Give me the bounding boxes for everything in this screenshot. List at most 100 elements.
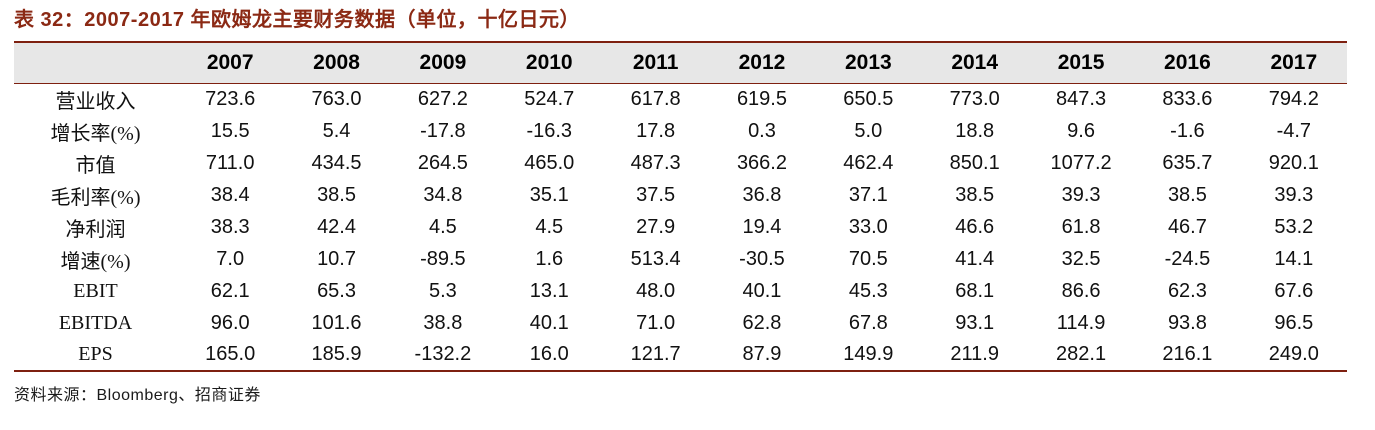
table-cell: 46.7 [1167,215,1207,238]
table-cell: 39.3 [1061,183,1101,206]
table-cell: 1.6 [535,247,564,270]
table-cell: 524.7 [524,87,575,110]
table-title: 表 32：2007-2017 年欧姆龙主要财务数据（单位，十亿日元） [14,9,581,31]
table-cell: 114.9 [1056,311,1106,334]
table-cell: 36.8 [742,183,782,206]
table-cell: 62.1 [210,279,250,302]
table-cell: 165.0 [205,343,256,365]
table-cell: 13.1 [529,279,569,302]
row-label: EPS [78,343,113,365]
row-label: 增速(%) [60,250,131,273]
table-cell: 16.0 [529,343,569,365]
table-cell: 1077.2 [1050,151,1112,174]
table-cell: 5.4 [322,119,351,142]
table-cell: 18.8 [955,119,995,142]
year-header-cell: 2008 [283,42,390,84]
table-cell: -16.3 [526,119,573,142]
table-cell: 5.0 [854,119,883,142]
table-cell: 93.8 [1167,311,1207,334]
table-cell: -4.7 [1276,119,1312,142]
table-row: 市值 711.0 434.5 264.5 465.0 487.3 366.2 462.4 850… [14,147,1347,179]
table-cell: 833.6 [1162,87,1213,110]
table-cell: 10.7 [317,247,356,270]
table-cell: 619.5 [736,87,787,110]
table-cell: 264.5 [417,151,468,174]
table-cell: -17.8 [420,119,466,142]
table-row: 增长率(%) 15.5 5.4 -17.8 -16.3 17.8 0.3 5.0 18.8 9.6… [14,115,1347,147]
table-cell: 93.1 [955,311,995,334]
table-cell: 617.8 [630,87,681,110]
table-cell: 96.5 [1274,311,1314,334]
table-cell: 763.0 [311,87,362,110]
table-row: 营业收入 723.6 763.0 627.2 524.7 617.8 619.5 650.5 7… [14,83,1347,115]
table-cell: 46.6 [955,215,995,238]
table-cell: 627.2 [417,87,468,110]
table-cell: 38.4 [210,183,250,206]
table-cell: 19.4 [742,215,782,238]
table-cell: 513.4 [630,247,681,270]
table-cell: 87.9 [742,343,782,365]
table-cell: 794.2 [1268,87,1319,110]
table-cell: 35.1 [529,183,569,206]
year-header-cell: 2007 [177,42,284,84]
table-cell: 0.3 [748,119,776,142]
table-cell: 65.3 [317,279,356,302]
table-cell: 723.6 [205,87,256,110]
table-cell: 40.1 [742,279,782,302]
row-label: 毛利率(%) [50,186,141,209]
table-cell: -89.5 [420,247,466,270]
table-cell: 9.6 [1067,119,1095,142]
table-section: 表 32：2007-2017 年欧姆龙主要财务数据（单位，十亿日元） 2007 2… [14,9,1347,404]
table-cell: 38.3 [210,215,250,238]
table-cell: 32.5 [1061,247,1101,270]
table-cell: 71.0 [636,311,676,334]
table-cell: 67.8 [848,311,888,334]
source-note: 资料来源：Bloomberg、招商证券 [14,387,261,404]
table-cell: 850.1 [949,151,1000,174]
table-row: EBITDA 96.0 101.6 38.8 40.1 71.0 62.8 67.8 93.1 1… [14,307,1347,339]
year-header-cell: 2014 [921,42,1028,84]
year-header-cell: 2013 [815,42,922,84]
table-cell: 14.1 [1274,247,1314,270]
table-header: 2007 2008 2009 2010 2011 2012 2013 2014 2015 2016… [14,42,1347,84]
table-body: 营业收入 723.6 763.0 627.2 524.7 617.8 619.5 650.5 7… [14,83,1347,371]
year-header-cell: 2011 [602,42,709,84]
table-cell: -24.5 [1164,247,1211,270]
table-cell: 38.5 [955,183,995,206]
table-cell: 41.4 [955,247,995,270]
table-cell: 773.0 [949,87,1000,110]
table-cell: 42.4 [317,215,356,238]
table-row: EBIT 62.1 65.3 5.3 13.1 48.0 40.1 45.3 68.1 86.6 6… [14,275,1347,307]
year-header-cell: 2009 [389,42,497,84]
table-cell: 4.5 [428,215,457,238]
corner-cell [14,42,177,84]
financial-data-table: 2007 2008 2009 2010 2011 2012 2013 2014 2015 2016… [14,41,1347,372]
table-cell: 4.5 [535,215,564,238]
table-cell: 39.3 [1274,183,1314,206]
table-row: 毛利率(%) 38.4 38.5 34.8 35.1 37.5 36.8 37.1 38.5 39… [14,179,1347,211]
table-cell: 211.9 [950,343,999,365]
table-cell: 70.5 [848,247,888,270]
table-cell: 635.7 [1162,151,1213,174]
table-cell: 121.7 [630,343,681,365]
table-cell: 45.3 [848,279,888,302]
row-label: EBIT [73,279,118,302]
table-cell: -30.5 [739,247,785,270]
table-cell: 53.2 [1274,215,1314,238]
table-cell: 62.8 [742,311,782,334]
table-cell: 62.3 [1167,279,1207,302]
table-cell: 5.3 [428,279,457,302]
table-cell: 48.0 [636,279,676,302]
table-cell: 434.5 [311,151,362,174]
table-cell: 34.8 [423,183,463,206]
table-cell: 650.5 [843,87,894,110]
table-cell: 38.5 [1167,183,1207,206]
table-cell: 185.9 [311,343,362,365]
table-cell: 920.1 [1268,151,1319,174]
table-cell: 216.1 [1162,343,1213,365]
year-header-cell: 2016 [1134,42,1241,84]
table-cell: 711.0 [205,151,255,174]
table-cell: 101.6 [311,311,362,334]
table-cell: 465.0 [524,151,575,174]
